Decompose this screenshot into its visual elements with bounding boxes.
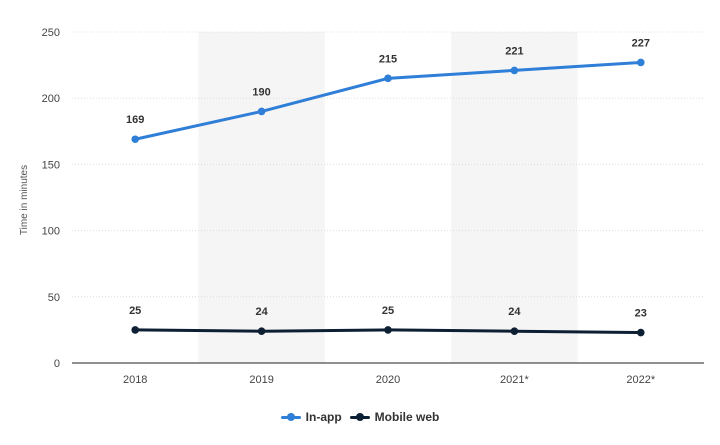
data-labels: 169 190 215 221 227 25 24 25 24 23 bbox=[126, 37, 650, 319]
data-point-mobile-web-2020 bbox=[384, 326, 392, 334]
shaded-band-2019 bbox=[198, 32, 325, 363]
data-label-in-app-2019: 190 bbox=[252, 86, 270, 98]
data-label-mobile-web-2019: 24 bbox=[255, 306, 268, 318]
data-point-in-app-2019 bbox=[257, 107, 266, 116]
y-tick-label-50: 50 bbox=[48, 292, 60, 304]
data-label-in-app-2021: 221 bbox=[505, 45, 523, 57]
data-point-mobile-web-2018 bbox=[131, 326, 139, 334]
legend-marker-dot bbox=[286, 413, 295, 421]
y-tick-label-200: 200 bbox=[42, 93, 60, 105]
x-tick-label-2020: 2020 bbox=[376, 374, 400, 386]
data-point-mobile-web-2022 bbox=[637, 328, 645, 337]
data-point-mobile-web-2019 bbox=[257, 327, 266, 336]
legend-marker-mobile-web bbox=[349, 412, 370, 422]
data-label-mobile-web-2018: 25 bbox=[129, 305, 141, 317]
legend-label-mobile-web: Mobile web bbox=[374, 410, 440, 424]
y-tick-label-100: 100 bbox=[42, 226, 60, 238]
y-tick-labels: 0 50 100 150 200 250 bbox=[42, 27, 60, 370]
shaded-band-2021 bbox=[451, 32, 578, 363]
shaded-bands bbox=[198, 32, 578, 363]
y-tick-label-150: 150 bbox=[42, 159, 60, 171]
legend-marker-dot bbox=[355, 413, 364, 421]
data-label-mobile-web-2020: 25 bbox=[382, 305, 394, 317]
data-label-mobile-web-2022: 23 bbox=[635, 308, 647, 320]
data-label-in-app-2018: 169 bbox=[126, 114, 144, 126]
legend-marker-in-app bbox=[280, 412, 301, 422]
legend-label-in-app: In-app bbox=[305, 410, 342, 424]
y-tick-label-250: 250 bbox=[42, 27, 60, 39]
y-tick-label-0: 0 bbox=[54, 358, 60, 370]
gridlines bbox=[72, 31, 704, 364]
y-axis-label: Time in minutes bbox=[19, 165, 30, 235]
series-lines bbox=[131, 58, 645, 337]
x-tick-label-2021: 2021* bbox=[500, 374, 529, 386]
x-tick-label-2022: 2022* bbox=[626, 374, 655, 386]
x-tick-labels: 2018 2019 2020 2021* 2022* bbox=[123, 374, 656, 386]
x-tick-label-2018: 2018 bbox=[123, 374, 147, 386]
data-label-in-app-2022: 227 bbox=[632, 37, 650, 49]
data-point-mobile-web-2021 bbox=[510, 327, 519, 336]
data-point-in-app-2022 bbox=[637, 58, 645, 67]
data-point-in-app-2018 bbox=[131, 135, 139, 144]
x-tick-label-2019: 2019 bbox=[249, 374, 273, 386]
data-label-in-app-2020: 215 bbox=[379, 53, 397, 65]
data-label-mobile-web-2021: 24 bbox=[508, 306, 521, 318]
data-point-in-app-2020 bbox=[384, 74, 392, 83]
legend-item-mobile-web[interactable]: Mobile web bbox=[349, 410, 440, 424]
legend-item-in-app[interactable]: In-app bbox=[280, 410, 342, 424]
legend: In-app Mobile web bbox=[0, 410, 720, 425]
data-point-in-app-2021 bbox=[510, 66, 519, 75]
